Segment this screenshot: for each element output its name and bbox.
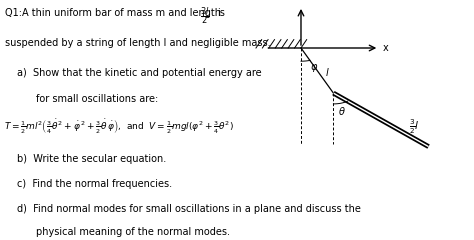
Text: $\frac{3l}{2}$: $\frac{3l}{2}$ bbox=[200, 5, 210, 26]
Text: $l$: $l$ bbox=[325, 66, 329, 78]
Text: suspended by a string of length l and negligible mass.: suspended by a string of length l and ne… bbox=[5, 38, 270, 48]
Text: d)  Find normal modes for small oscillations in a plane and discuss the: d) Find normal modes for small oscillati… bbox=[17, 204, 360, 214]
Text: $\theta$: $\theta$ bbox=[338, 105, 346, 117]
Text: $\frac{3}{2}l$: $\frac{3}{2}l$ bbox=[409, 118, 419, 136]
Text: physical meaning of the normal modes.: physical meaning of the normal modes. bbox=[36, 227, 229, 237]
Text: for small oscillations are:: for small oscillations are: bbox=[36, 94, 158, 104]
Text: $T = \frac{1}{2}ml^2\left(\frac{3}{4}\dot{\theta}^{\,2}+\dot{\varphi}^{\,2}+\fra: $T = \frac{1}{2}ml^2\left(\frac{3}{4}\do… bbox=[4, 118, 234, 136]
Text: x: x bbox=[383, 42, 389, 53]
Text: c)  Find the normal frequencies.: c) Find the normal frequencies. bbox=[17, 179, 172, 189]
Text: is: is bbox=[217, 8, 225, 18]
Text: Q1:A thin uniform bar of mass m and length: Q1:A thin uniform bar of mass m and leng… bbox=[5, 8, 221, 18]
Text: a)  Show that the kinetic and potential energy are: a) Show that the kinetic and potential e… bbox=[17, 68, 261, 78]
Text: $\varphi$: $\varphi$ bbox=[310, 62, 318, 74]
Text: b)  Write the secular equation.: b) Write the secular equation. bbox=[17, 154, 166, 164]
